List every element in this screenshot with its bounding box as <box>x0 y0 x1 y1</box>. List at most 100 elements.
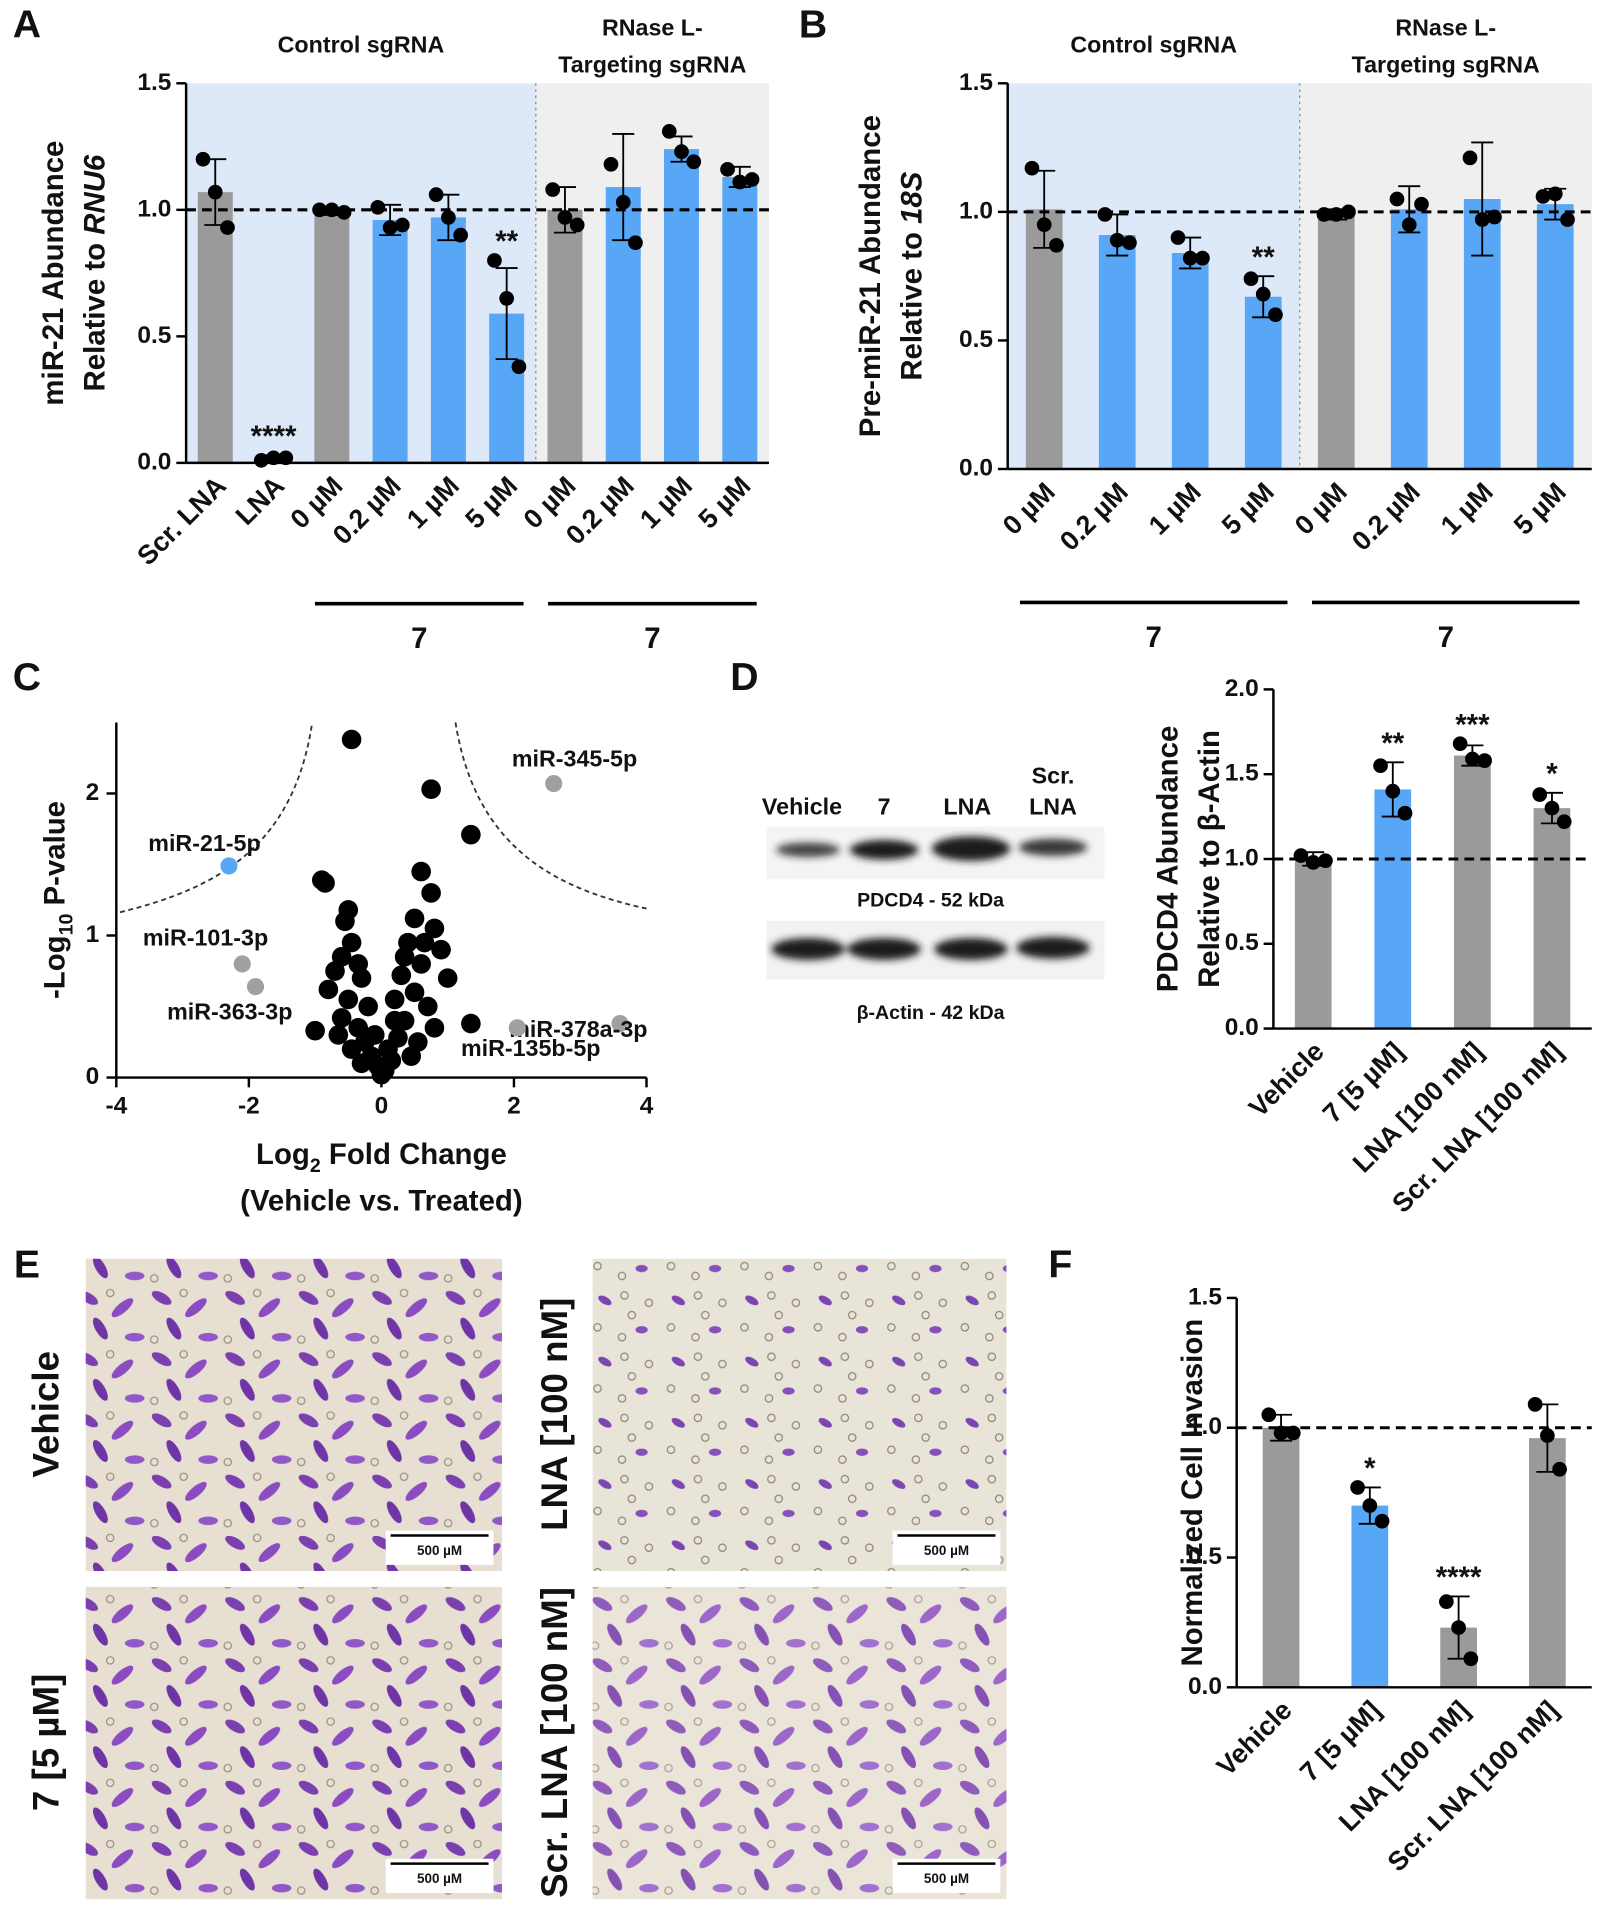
axis-label: Relative to β-Actin <box>1193 730 1226 988</box>
replicate-point <box>370 199 386 215</box>
replicate-point <box>720 161 735 177</box>
highlighted-point <box>220 857 238 875</box>
replicate-point <box>1122 235 1137 251</box>
x-tick-label: 2 <box>507 1092 521 1119</box>
replicate-point <box>1049 237 1064 253</box>
bar <box>1294 858 1332 1029</box>
replicate-point <box>603 156 619 172</box>
group-background <box>186 83 536 463</box>
replicate-point <box>1463 1651 1479 1667</box>
replicate-point <box>557 210 573 225</box>
point <box>424 1018 445 1038</box>
x-tick-label: 0 µM <box>997 477 1061 541</box>
point-label: miR-378a-3p <box>509 1016 647 1042</box>
bar <box>1244 296 1282 470</box>
point <box>411 861 431 882</box>
replicate-point <box>382 220 398 235</box>
y-tick-label: 1.5 <box>137 69 171 96</box>
point <box>421 883 441 903</box>
group-label: Control sgRNA <box>1070 32 1237 58</box>
replicate-point <box>278 450 294 466</box>
replicate-point <box>220 220 235 235</box>
replicate-point <box>1362 1498 1378 1513</box>
label-part: PDCD4 Abundance <box>1151 726 1184 993</box>
replicate-point <box>1462 150 1478 166</box>
significance: ** <box>495 225 518 258</box>
label-part: P-value <box>38 801 71 914</box>
label-part: Log <box>256 1138 310 1171</box>
panel-letter: D <box>730 656 758 699</box>
replicate-point <box>1477 753 1492 768</box>
replicate-point <box>1527 1397 1543 1412</box>
replicate-point <box>207 184 223 200</box>
y-tick-label: 0.0 <box>1225 1014 1259 1041</box>
bar <box>1262 1427 1300 1688</box>
x-tick-label: 1 µM <box>1143 477 1207 541</box>
panel-letter: B <box>799 3 827 46</box>
axis-label: PDCD4 Abundance <box>1151 726 1184 993</box>
highlighted-point <box>611 1015 629 1033</box>
replicate-point <box>1389 191 1405 207</box>
replicate-point <box>1560 212 1575 227</box>
treatment-label: 7 <box>411 622 427 655</box>
band <box>1018 838 1088 856</box>
point <box>335 911 355 932</box>
scale-bar-label: 500 µM <box>417 1543 462 1558</box>
replicate-point <box>428 187 444 202</box>
label-part: Fold Change <box>321 1138 507 1171</box>
point <box>358 996 378 1017</box>
replicate-point <box>674 144 689 159</box>
x-tick-label: 1 µM <box>1435 477 1499 541</box>
error-bar <box>495 267 518 361</box>
point <box>384 1010 405 1031</box>
replicate-point <box>395 217 410 233</box>
x-tick-label: 5 µM <box>1216 477 1280 541</box>
group-label: Targeting sgRNA <box>558 51 746 77</box>
y-tick-label: 2.0 <box>1225 675 1259 702</box>
x-tick-label: Vehicle <box>1211 1695 1298 1782</box>
replicate-point <box>1452 736 1468 752</box>
replicate-point <box>1547 186 1563 202</box>
x-tick-label: 1 µM <box>401 471 465 535</box>
bar <box>430 217 466 463</box>
lane-label: LNA <box>1029 793 1077 819</box>
y-tick-label: 1 <box>86 921 100 948</box>
scale-bar-label: 500 µM <box>924 1543 969 1558</box>
y-tick-label: 0 <box>86 1063 100 1090</box>
micrograph-label: LNA [100 nM] <box>534 1298 575 1531</box>
axis-label: Relative to RNU6 <box>78 154 111 391</box>
replicate-point <box>1109 232 1125 248</box>
lane-label: 7 <box>878 793 891 819</box>
y-tick-label: 0.5 <box>1225 929 1259 956</box>
replicate-point <box>453 227 468 243</box>
y-tick-label: 1.0 <box>137 195 171 222</box>
point <box>414 932 435 953</box>
replicate-point <box>195 151 211 167</box>
y-tick-label: 0.5 <box>1188 1543 1222 1570</box>
label-part: 10 <box>55 914 77 936</box>
panel-letter: A <box>13 3 41 46</box>
point <box>421 779 441 800</box>
replicate-point <box>1414 196 1429 212</box>
point-label: miR-101-3p <box>143 925 268 951</box>
point <box>328 1025 349 1045</box>
replicate-point <box>686 154 702 170</box>
group-label: Targeting sgRNA <box>1352 51 1540 77</box>
replicate-point <box>1544 800 1560 816</box>
treatment-label: 7 <box>644 622 660 655</box>
highlighted-point <box>508 1019 526 1037</box>
point-label: miR-363-3p <box>167 999 292 1025</box>
treatment-label: 7 <box>1146 621 1162 654</box>
x-tick-label: -2 <box>238 1092 260 1119</box>
replicate-point <box>1540 1428 1555 1443</box>
replicate-point <box>1261 1407 1277 1423</box>
significance: * <box>1546 757 1558 790</box>
bar <box>1317 214 1355 470</box>
x-tick-label: 1 µM <box>634 471 698 535</box>
replicate-point <box>1552 1461 1567 1477</box>
scale-bar-label: 500 µM <box>924 1871 969 1886</box>
label-part: RNU6 <box>78 154 111 235</box>
group-label: RNase L- <box>1395 15 1496 41</box>
replicate-point <box>336 205 352 220</box>
